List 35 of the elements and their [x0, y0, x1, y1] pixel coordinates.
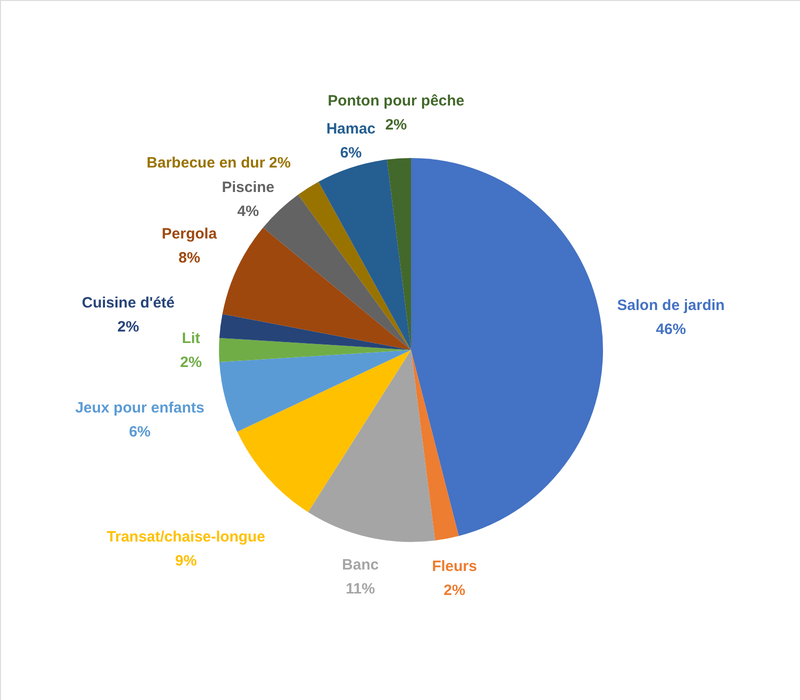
data-label: 2%: [269, 154, 291, 172]
pie-slice: [222, 228, 411, 350]
slice-label: Transat/chaise-longue: [106, 528, 266, 546]
data-label: 8%: [178, 250, 200, 267]
data-label: 6%: [340, 144, 362, 162]
slice-label: Piscine: [222, 179, 274, 196]
pie-slice: [219, 314, 411, 350]
slice-label: Lit: [182, 330, 200, 347]
slice-label: Hamac: [326, 120, 376, 138]
pie-slice: [411, 350, 459, 540]
slice-label: Cuisine d'été: [82, 294, 175, 312]
data-label: 2%: [385, 116, 407, 134]
pie-slice: [237, 350, 411, 512]
data-label: 2%: [180, 354, 202, 371]
slice-label: Ponton pour pêche: [328, 92, 464, 110]
slice-label: Barbecue en dur: [146, 154, 266, 172]
slice-label: Fleurs: [432, 558, 477, 575]
slice-label: Jeux pour enfants: [75, 400, 204, 417]
pie-slice: [318, 160, 411, 350]
slice-label: Banc: [342, 556, 379, 574]
data-label: 4%: [237, 203, 259, 220]
pie-slice: [263, 194, 411, 350]
data-label: 6%: [128, 424, 151, 441]
slice-label: Salon de jardin: [617, 297, 725, 314]
data-label: 46%: [656, 321, 686, 338]
pie-slice: [386, 158, 411, 350]
data-label: 11%: [346, 580, 375, 598]
pie-slice: [298, 182, 411, 350]
pie-slice: [308, 350, 436, 542]
slice-label: Pergola: [162, 226, 218, 243]
data-label: 2%: [117, 318, 140, 336]
data-label: 2%: [444, 582, 466, 599]
pie-slice: [411, 158, 603, 536]
pie-slice: [219, 350, 411, 432]
data-label: 9%: [175, 552, 197, 570]
